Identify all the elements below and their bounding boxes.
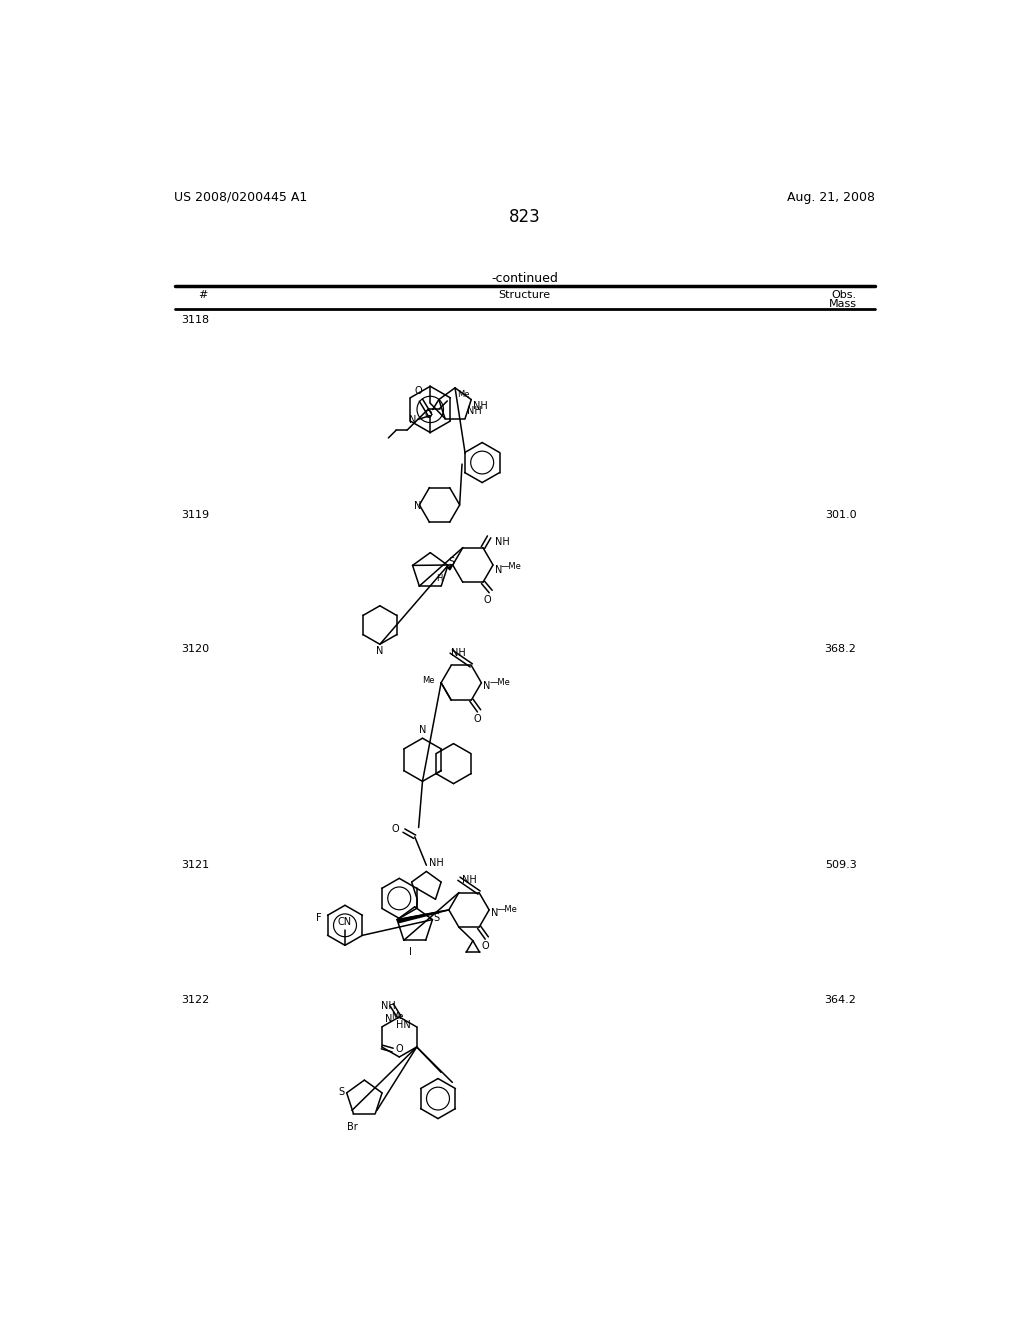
Text: N: N: [419, 725, 426, 735]
Text: Me: Me: [458, 391, 470, 399]
Text: 3118: 3118: [180, 315, 209, 326]
Text: 364.2: 364.2: [824, 995, 856, 1005]
Text: O: O: [483, 594, 492, 605]
Text: O: O: [391, 824, 399, 834]
Text: Aug. 21, 2008: Aug. 21, 2008: [787, 190, 876, 203]
Text: S: S: [433, 912, 439, 923]
Text: N: N: [376, 645, 384, 656]
Text: NH: NH: [451, 648, 466, 659]
Text: 509.3: 509.3: [824, 859, 856, 870]
Text: HN: HN: [395, 1020, 411, 1031]
Text: NH: NH: [462, 875, 476, 886]
Text: F: F: [315, 913, 322, 924]
Text: #: #: [198, 290, 207, 300]
Text: —Me: —Me: [497, 906, 518, 915]
Text: Obs.: Obs.: [831, 290, 856, 300]
Text: 368.2: 368.2: [824, 644, 856, 655]
Text: US 2008/0200445 A1: US 2008/0200445 A1: [174, 190, 308, 203]
Text: 301.0: 301.0: [825, 510, 856, 520]
Text: Br: Br: [347, 1122, 358, 1131]
Text: I: I: [410, 946, 413, 957]
Text: N: N: [490, 908, 498, 917]
Text: S: S: [338, 1088, 344, 1097]
Text: O: O: [474, 714, 481, 723]
Text: —Me: —Me: [489, 678, 510, 688]
Text: 3122: 3122: [180, 995, 209, 1005]
Text: O: O: [395, 1044, 403, 1055]
Text: Structure: Structure: [499, 290, 551, 300]
Text: —Me: —Me: [501, 562, 521, 572]
Text: Mass: Mass: [828, 300, 856, 309]
Text: -continued: -continued: [492, 272, 558, 285]
Text: 3119: 3119: [180, 510, 209, 520]
Text: O: O: [414, 387, 422, 396]
Text: NH: NH: [381, 1001, 396, 1011]
Text: S: S: [449, 557, 455, 566]
Text: NH: NH: [467, 407, 481, 416]
Text: Me: Me: [391, 1012, 403, 1020]
Text: Me: Me: [423, 676, 435, 685]
Text: CN: CN: [338, 917, 352, 927]
Text: NH: NH: [429, 858, 444, 869]
Text: N: N: [409, 416, 417, 425]
Polygon shape: [447, 565, 453, 570]
Text: O: O: [481, 941, 489, 952]
Text: N: N: [495, 565, 502, 574]
Text: 3121: 3121: [180, 859, 209, 870]
Text: 3120: 3120: [180, 644, 209, 655]
Text: 823: 823: [509, 209, 541, 227]
Text: NH: NH: [495, 537, 509, 546]
Polygon shape: [398, 909, 449, 923]
Text: N: N: [385, 1014, 392, 1024]
Text: NH: NH: [473, 401, 487, 411]
Text: N: N: [414, 500, 422, 511]
Text: N: N: [483, 681, 490, 690]
Text: H: H: [436, 574, 442, 583]
Text: O: O: [425, 411, 432, 420]
